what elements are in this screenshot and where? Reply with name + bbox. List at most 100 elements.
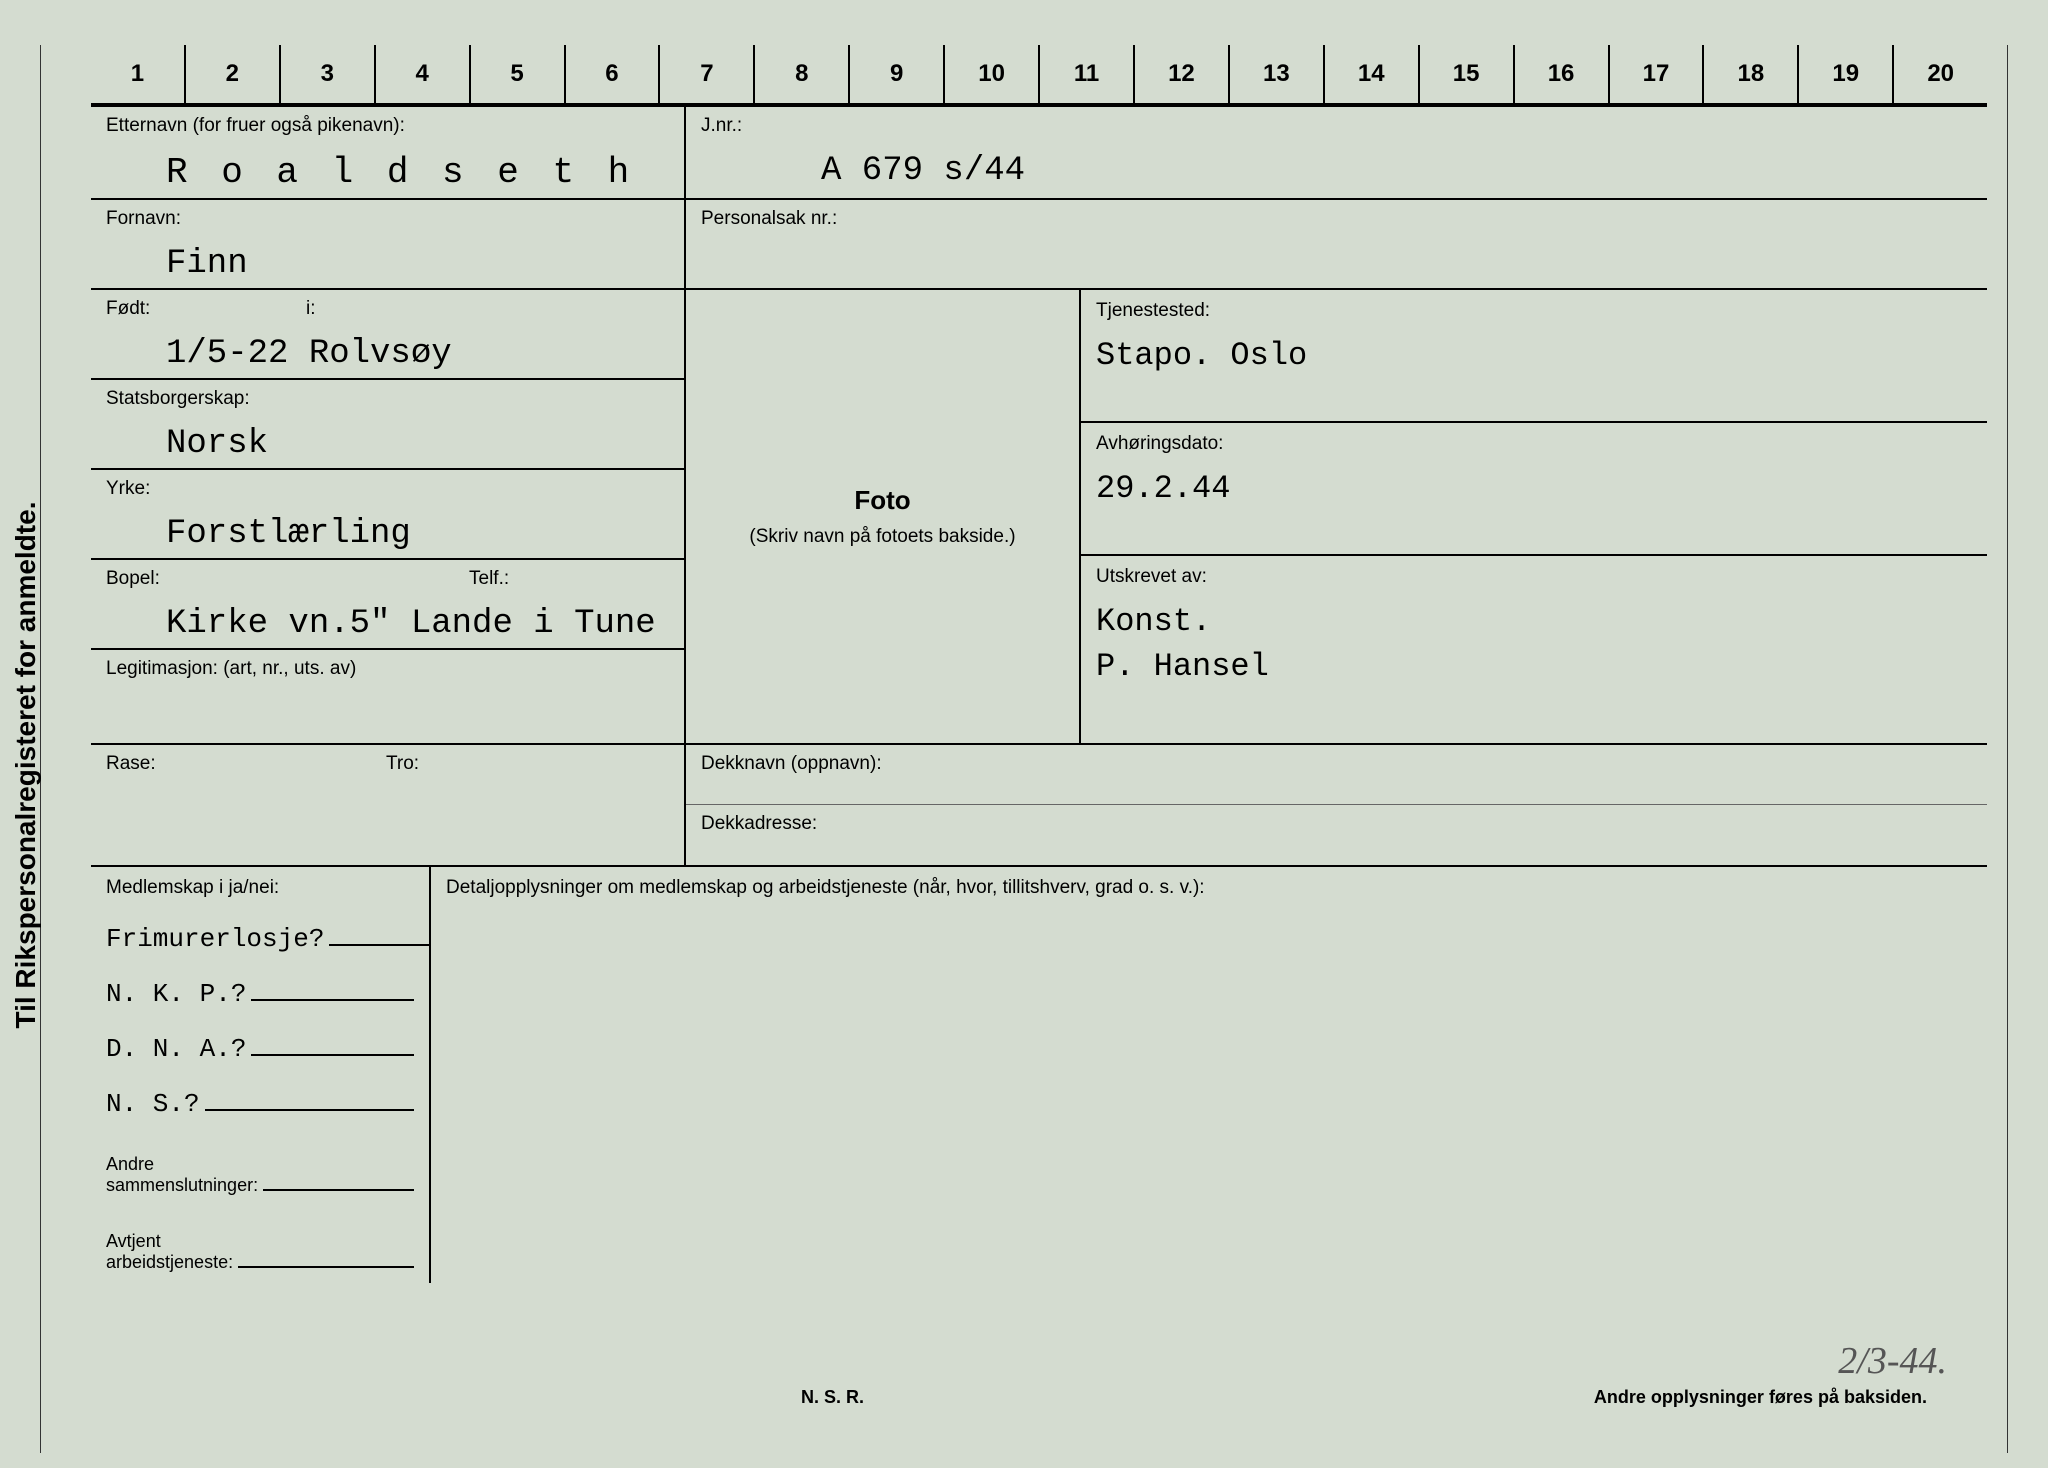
jnr-value: A 679 s/44 (701, 152, 1972, 190)
ruler-cell: 20 (1892, 45, 1987, 103)
rase-label: Rase: (106, 753, 356, 775)
fornavn-value: Finn (106, 245, 669, 283)
jnr-label: J.nr.: (701, 115, 1972, 137)
andre-opplysninger-label: Andre opplysninger føres på baksiden. (1594, 1387, 1927, 1408)
fodt-label: Født: (106, 298, 306, 320)
row-fornavn-personalsak: Fornavn: Finn Personalsak nr.: (91, 198, 1987, 288)
frimurer-label: Frimurerlosje? (106, 924, 324, 954)
utskrevet-label: Utskrevet av: (1096, 566, 1972, 588)
avtjent: Avtjent arbeidstjeneste: (106, 1231, 414, 1273)
ruler-cell: 2 (184, 45, 279, 103)
field-fornavn: Fornavn: Finn (91, 198, 686, 288)
ruler-cell: 5 (469, 45, 564, 103)
field-rase: Rase: (91, 745, 371, 865)
blank-line (251, 1054, 414, 1056)
left-details-col: Født: i: 1/5-22 Rolvsøy Statsborgerskap:… (91, 288, 686, 743)
yrke-value: Forstlærling (106, 515, 669, 553)
telf-label: Telf.: (469, 568, 669, 590)
field-statsborgerskap: Statsborgerskap: Norsk (91, 378, 684, 468)
ruler-cell: 7 (658, 45, 753, 103)
field-personalsak: Personalsak nr.: (686, 198, 1987, 288)
field-etternavn: Etternavn (for fruer også pikenavn): R o… (91, 105, 686, 198)
field-tjenestested: Tjenestested: Stapo. Oslo (1081, 288, 1987, 421)
andre-sammen-label: Andre (106, 1154, 414, 1175)
blank-line (263, 1189, 414, 1191)
andre-sammen-label2: sammenslutninger: (106, 1175, 258, 1196)
field-dekkadresse: Dekkadresse: (686, 805, 1987, 865)
field-avhoringsdato: Avhøringsdato: 29.2.44 (1081, 421, 1987, 554)
tjenestested-value: Stapo. Oslo (1096, 337, 1972, 374)
etternavn-label: Etternavn (for fruer også pikenavn): (106, 115, 669, 137)
membership-ns: N. S.? (106, 1089, 414, 1119)
statsborgerskap-value: Norsk (106, 425, 669, 463)
membership-section: Medlemskap i ja/nei: Frimurerlosje? N. K… (91, 865, 1987, 1283)
etternavn-value: R o a l d s e t h (106, 152, 669, 193)
main-content: 1 2 3 4 5 6 7 8 9 10 11 12 13 14 15 16 1… (91, 45, 2007, 1283)
membership-nkp: N. K. P.? (106, 979, 414, 1009)
dekkadresse-label: Dekkadresse: (701, 813, 1972, 835)
utskrevet-value1: Konst. (1096, 603, 1972, 640)
ruler-cell: 15 (1418, 45, 1513, 103)
field-yrke: Yrke: Forstlærling (91, 468, 684, 558)
fodt-i-label: i: (306, 298, 316, 320)
ruler-cell: 10 (943, 45, 1038, 103)
utskrevet-value2: P. Hansel (1096, 648, 1972, 685)
ruler-cell: 3 (279, 45, 374, 103)
membership-right: Detaljopplysninger om medlemskap og arbe… (431, 867, 1987, 1283)
nkp-label: N. K. P.? (106, 979, 246, 1009)
foto-sublabel: (Skriv navn på fotoets bakside.) (749, 526, 1015, 548)
row-surname-jnr: Etternavn (for fruer også pikenavn): R o… (91, 105, 1987, 198)
andre-sammen: Andre sammenslutninger: (106, 1154, 414, 1196)
ruler-cell: 13 (1228, 45, 1323, 103)
ruler-cell: 8 (753, 45, 848, 103)
membership-dna: D. N. A.? (106, 1034, 414, 1064)
ruler-cell: 14 (1323, 45, 1418, 103)
bopel-label: Bopel: (106, 568, 469, 590)
footer-row: N. S. R. Andre opplysninger føres på bak… (441, 1387, 1947, 1408)
dekknavn-label: Dekknavn (oppnavn): (701, 753, 1972, 775)
avhoringsdato-value: 29.2.44 (1096, 470, 1972, 507)
blank-line (329, 944, 429, 946)
fodt-value: 1/5-22 Rolvsøy (106, 335, 669, 373)
ruler-cell: 16 (1513, 45, 1608, 103)
ruler-cell: 4 (374, 45, 469, 103)
medlemskap-label: Medlemskap i ja/nei: (106, 877, 414, 899)
ruler-cell: 19 (1797, 45, 1892, 103)
nsr-label: N. S. R. (801, 1387, 864, 1408)
legitimasjon-label: Legitimasjon: (art, nr., uts. av) (106, 658, 669, 680)
row-rase-tro-dekk: Rase: Tro: Dekknavn (oppnavn): Dekkadres… (91, 743, 1987, 865)
yrke-label: Yrke: (106, 478, 669, 500)
ruler-cell: 11 (1038, 45, 1133, 103)
handwritten-date: 2/3-44. (1838, 1339, 1947, 1383)
field-legitimasjon: Legitimasjon: (art, nr., uts. av) (91, 648, 684, 743)
ruler-cell: 18 (1702, 45, 1797, 103)
field-bopel: Bopel: Telf.: Kirke vn.5" Lande i Tune (91, 558, 684, 648)
field-utskrevet: Utskrevet av: Konst. P. Hansel (1081, 554, 1987, 743)
foto-label: Foto (854, 485, 910, 516)
personalsak-label: Personalsak nr.: (701, 208, 1972, 230)
side-label: Til Rikspersonalregisteret for anmeldte. (10, 415, 42, 1115)
ruler-cell: 9 (848, 45, 943, 103)
dekk-section: Dekknavn (oppnavn): Dekkadresse: (686, 745, 1987, 865)
detaljopplysninger-label: Detaljopplysninger om medlemskap og arbe… (446, 877, 1972, 899)
membership-left: Medlemskap i ja/nei: Frimurerlosje? N. K… (91, 867, 431, 1283)
blank-line (238, 1266, 414, 1268)
membership-frimurer: Frimurerlosje? (106, 924, 414, 954)
field-fodt: Født: i: 1/5-22 Rolvsøy (91, 288, 684, 378)
avhoringsdato-label: Avhøringsdato: (1096, 433, 1972, 455)
ruler-cell: 1 (91, 45, 184, 103)
ruler-cell: 12 (1133, 45, 1228, 103)
document-card: Til Rikspersonalregisteret for anmeldte.… (40, 45, 2008, 1453)
ruler-cell: 17 (1608, 45, 1703, 103)
ns-label: N. S.? (106, 1089, 200, 1119)
field-foto: Foto (Skriv navn på fotoets bakside.) (686, 288, 1081, 743)
avtjent-label2: arbeidstjeneste: (106, 1252, 233, 1273)
avtjent-label1: Avtjent (106, 1231, 414, 1252)
field-dekknavn: Dekknavn (oppnavn): (686, 745, 1987, 805)
row-details: Født: i: 1/5-22 Rolvsøy Statsborgerskap:… (91, 288, 1987, 743)
blank-line (251, 999, 414, 1001)
statsborgerskap-label: Statsborgerskap: (106, 388, 669, 410)
dna-label: D. N. A.? (106, 1034, 246, 1064)
ruler-row: 1 2 3 4 5 6 7 8 9 10 11 12 13 14 15 16 1… (91, 45, 1987, 105)
bopel-value: Kirke vn.5" Lande i Tune (106, 605, 669, 643)
